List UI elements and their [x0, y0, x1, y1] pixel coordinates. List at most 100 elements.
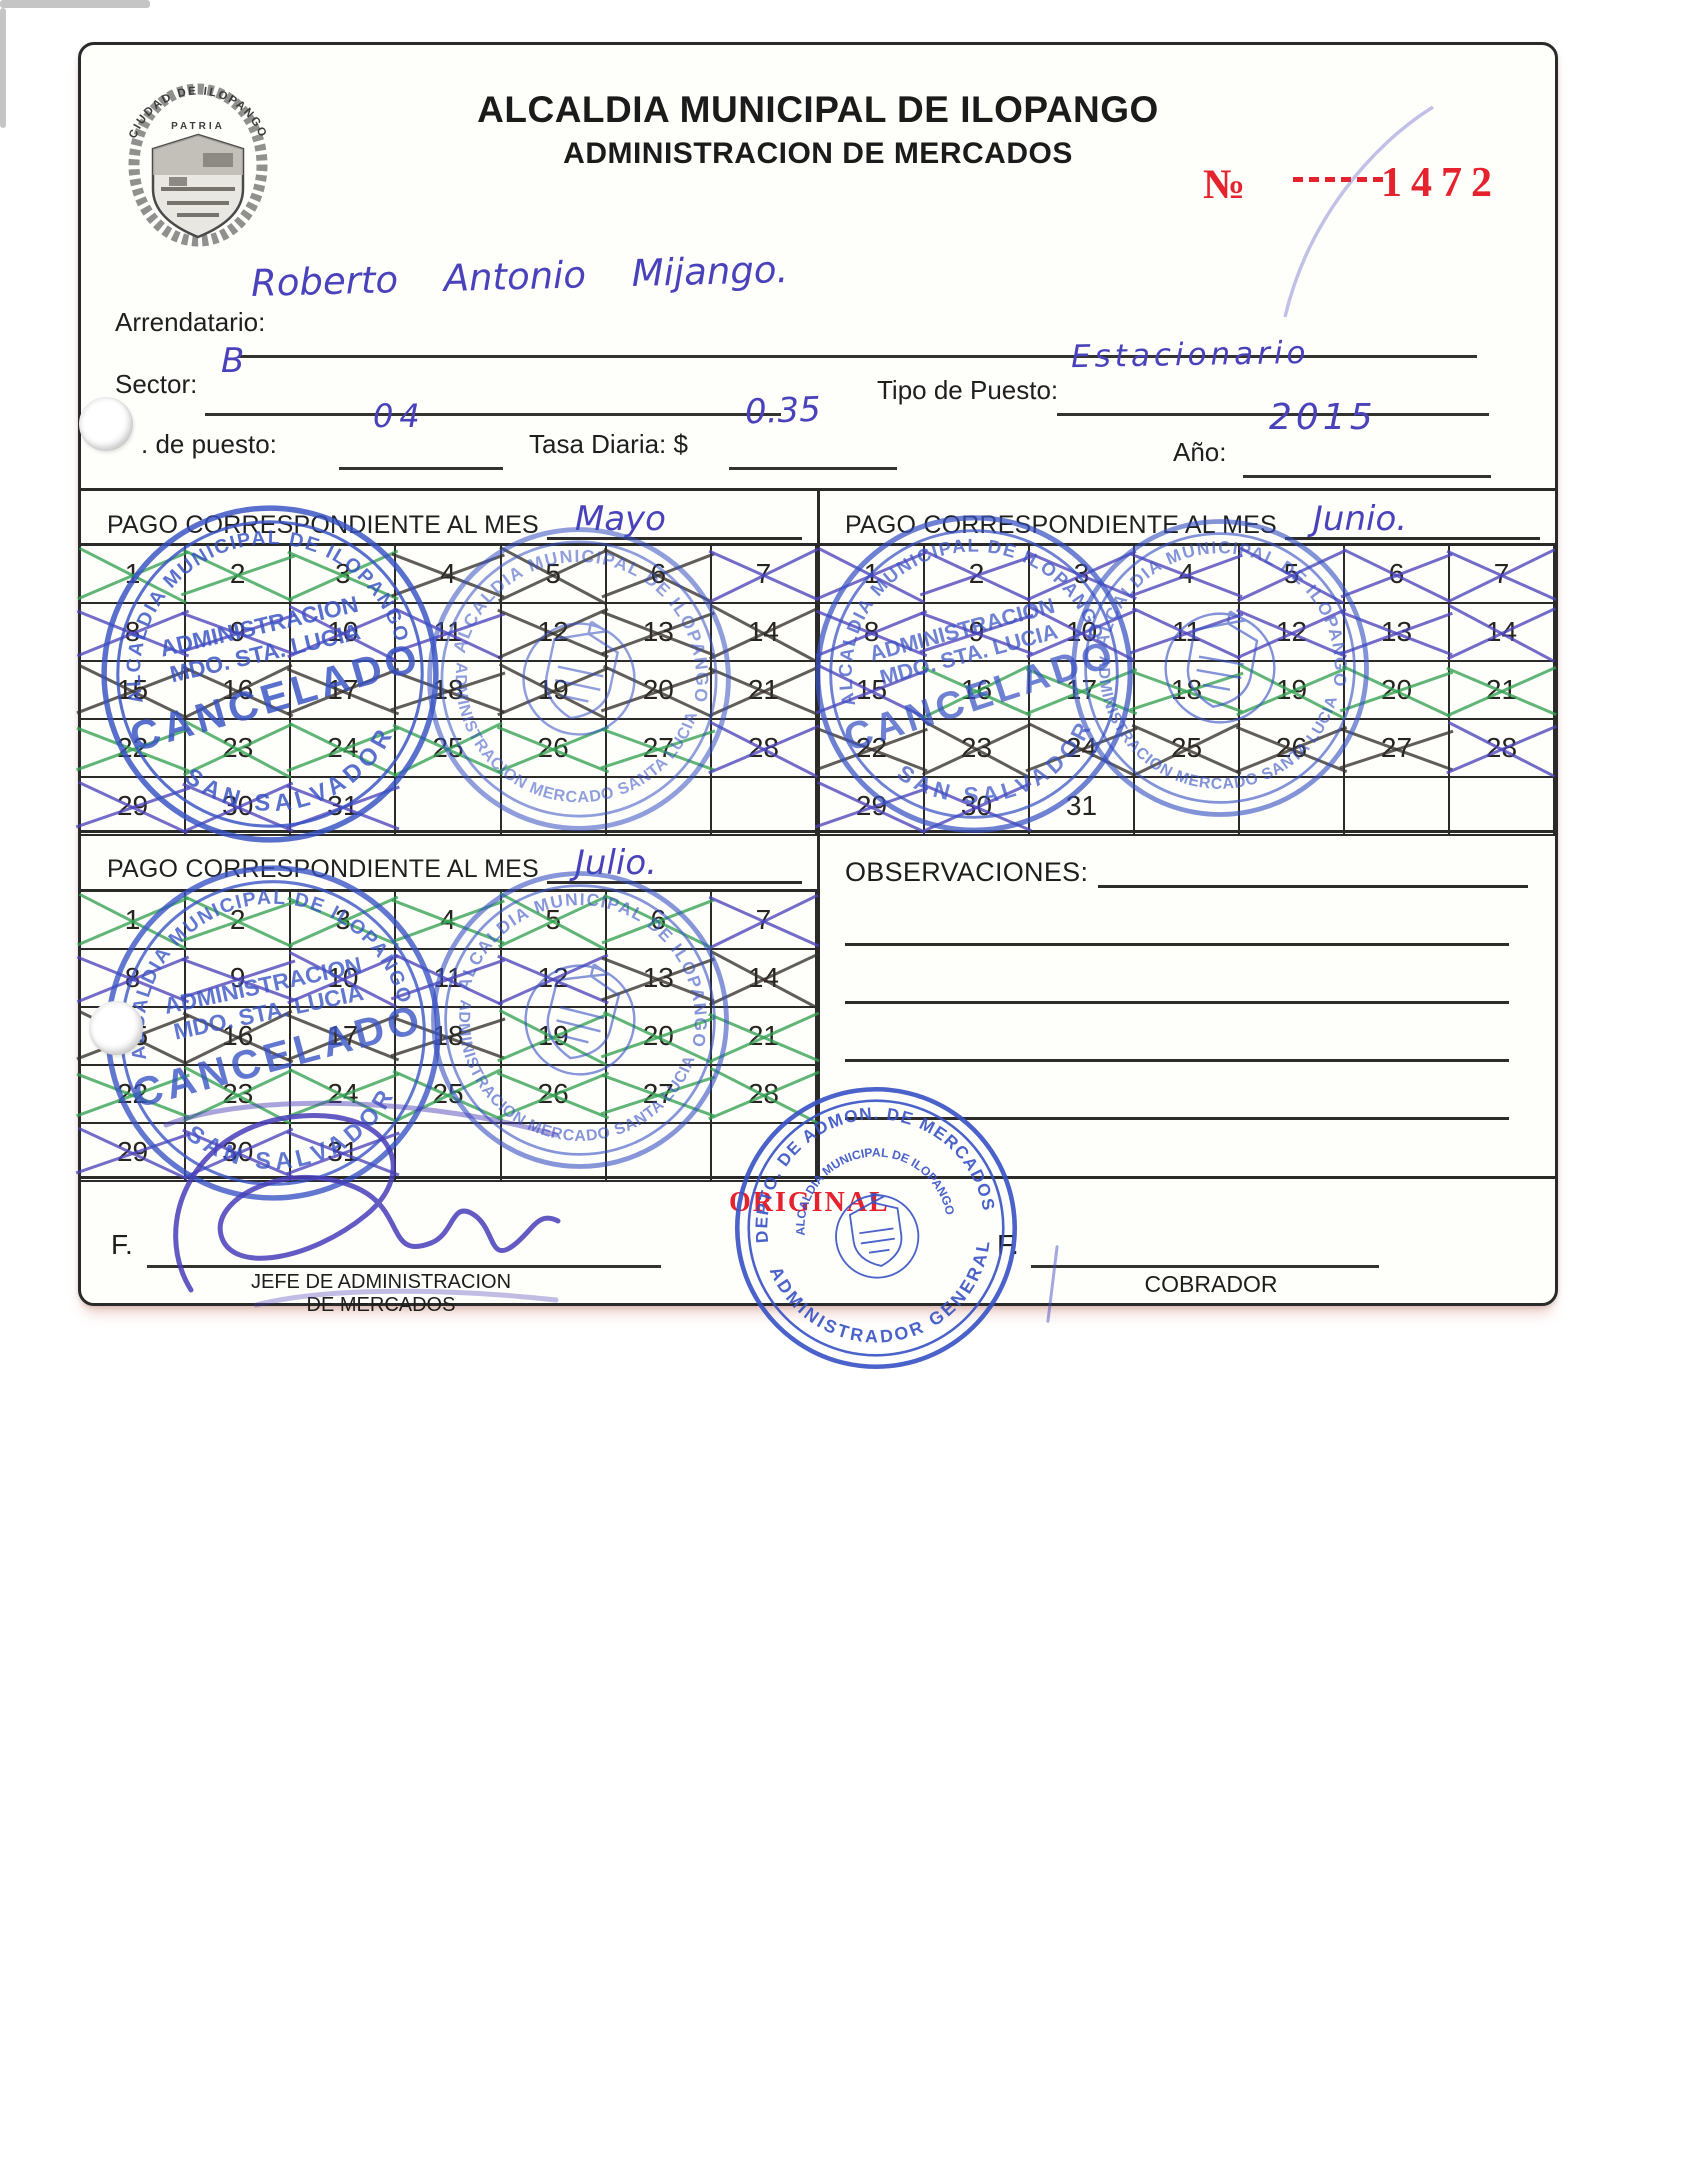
header-titles: ALCALDIA MUNICIPAL DE ILOPANGO ADMINISTR…: [81, 89, 1555, 171]
day-cell: 23: [921, 720, 1032, 779]
day-cell: 20: [1339, 662, 1454, 720]
anio-label: Año:: [1173, 437, 1227, 467]
anio-value: 2015: [1269, 397, 1377, 438]
sector-label: Sector:: [115, 369, 198, 399]
day-cell: 16: [182, 1008, 293, 1066]
day-cell: 31: [1030, 778, 1135, 836]
calendar-junio: 1 2 3 4 5 6 7 8 9 10 11 12 13 14 15 16 17 18 19 20 21 22 23 24 2…: [814, 543, 1558, 836]
page-title: ALCALDIA MUNICIPAL DE ILOPANGO: [477, 89, 1159, 130]
day-cell: 26: [497, 1066, 610, 1124]
right-signature-line: [1031, 1231, 1379, 1268]
svg-text:ADMINISTRADOR GENERAL: ADMINISTRADOR GENERAL: [765, 1234, 1007, 1362]
day-cell: 22: [75, 1066, 190, 1124]
day-cell: 8: [815, 604, 928, 662]
day-number: 28: [747, 732, 779, 763]
empty-cell: [501, 778, 607, 836]
day-cell: 20: [601, 662, 716, 720]
day-cell: 25: [392, 720, 504, 778]
municipal-crest-logo: CIUDAD DE ILOPANGO PATRIA: [107, 57, 289, 255]
empty-cell: [711, 778, 817, 836]
observaciones-line: [845, 1087, 1509, 1120]
tasa-diaria-line: [729, 433, 897, 470]
day-cell: 14: [708, 950, 819, 1009]
day-cell: 18: [1129, 662, 1244, 720]
day-cell: 20: [601, 1008, 716, 1066]
day-cell: 3: [287, 892, 399, 950]
calendar-julio: 1234567891011121314151617181920212223242…: [75, 889, 820, 1182]
anio-line: [1243, 441, 1491, 478]
day-cell: 16: [921, 662, 1032, 720]
day-cell: 26: [1235, 720, 1348, 778]
serial-number-dashes: [1293, 177, 1383, 182]
day-cell: 2: [180, 546, 295, 604]
day-cell: 17: [1025, 662, 1138, 720]
day-cell: 24: [286, 1066, 400, 1124]
day-cell: 24: [1025, 720, 1138, 778]
day-cell: 11: [390, 604, 506, 662]
center-divider: [817, 488, 820, 1179]
scan-artifact: [0, 8, 6, 128]
left-signature-f-label: F.: [111, 1229, 133, 1260]
logo-motto-text: PATRIA: [171, 121, 225, 132]
month-label: PAGO CORRESPONDIENTE AL MES: [845, 511, 1277, 539]
day-cell: 10: [1025, 604, 1138, 662]
observaciones-line: [845, 971, 1509, 1004]
day-cell: 12: [497, 604, 609, 662]
left-caption-line1: JEFE DE ADMINISTRACION: [250, 1271, 512, 1293]
day-cell: 6: [601, 892, 715, 950]
day-number: 14: [747, 616, 779, 647]
day-cell: 23: [182, 720, 293, 779]
day-number: 28: [1485, 732, 1518, 763]
month-header-julio: PAGO CORRESPONDIENTE AL MES Julio.: [107, 839, 802, 884]
day-cell: 4: [1129, 546, 1244, 604]
month-name-julio: Julio.: [574, 843, 657, 883]
observaciones-line: [1098, 851, 1529, 888]
day-cell: 4: [391, 546, 505, 604]
day-number: 13: [1380, 616, 1413, 647]
day-cell: 9: [180, 604, 296, 662]
day-cell: 11: [390, 950, 506, 1008]
day-cell: 1: [76, 546, 189, 604]
hole-punch: [79, 397, 133, 451]
day-number: 7: [755, 558, 772, 589]
day-cell: 4: [391, 892, 505, 950]
arrendatario-line: [239, 313, 1477, 358]
calendar-mayo: 1 2 3 4 5 6 7 8 9 10 11 12 13 14 15 16 17 18 19 20 21 22 23 24 2…: [75, 543, 820, 836]
empty-cell: [1345, 778, 1450, 836]
day-cell: 21: [1445, 662, 1558, 720]
day-cell: 9: [919, 604, 1034, 662]
tipo-puesto-label: Tipo de Puesto:: [877, 375, 1059, 405]
month-name-line: Junio.: [1284, 495, 1540, 540]
laurel-wreath: [128, 83, 268, 247]
day-cell: 15: [76, 662, 189, 720]
day-number: 21: [747, 674, 779, 705]
empty-cell: [711, 1124, 817, 1182]
day-number: 7: [755, 904, 772, 935]
cobrador-caption: COBRADOR: [1144, 1271, 1278, 1297]
month-label: PAGO CORRESPONDIENTE AL MES: [107, 855, 539, 883]
day-cell: 30: [182, 1124, 294, 1182]
day-cell: 18: [390, 1008, 506, 1066]
observaciones-header: OBSERVACIONES:: [845, 851, 1529, 888]
day-cell: 13: [601, 604, 715, 662]
tasa-diaria-label: Tasa Diaria: $: [529, 429, 688, 459]
left-signature-caption: JEFE DE ADMINISTRACION DE MERCADOS: [191, 1271, 571, 1317]
serial-number-label: №: [1203, 162, 1246, 208]
day-cell: 22: [75, 720, 190, 778]
day-cell: 7: [1446, 546, 1557, 604]
day-number: 31: [1065, 790, 1098, 821]
day-cell: 3: [1025, 546, 1138, 604]
right-signature-caption: COBRADOR: [1081, 1271, 1341, 1297]
page-subtitle: ADMINISTRACION DE MERCADOS: [563, 137, 1073, 170]
month-name-line: Mayo: [546, 495, 802, 540]
serial-number-value: 1472: [1381, 160, 1501, 206]
day-cell: 23: [182, 1066, 293, 1125]
day-cell: 31: [286, 1124, 400, 1182]
arrendatario-label: Arrendatario:: [115, 307, 266, 337]
day-cell: 13: [601, 950, 715, 1008]
hole-punch: [89, 1001, 143, 1055]
numero-puesto-line: [339, 433, 503, 470]
month-name-junio: Junio.: [1312, 499, 1408, 539]
empty-cell: [1135, 778, 1240, 836]
day-cell: 17: [286, 1008, 399, 1066]
